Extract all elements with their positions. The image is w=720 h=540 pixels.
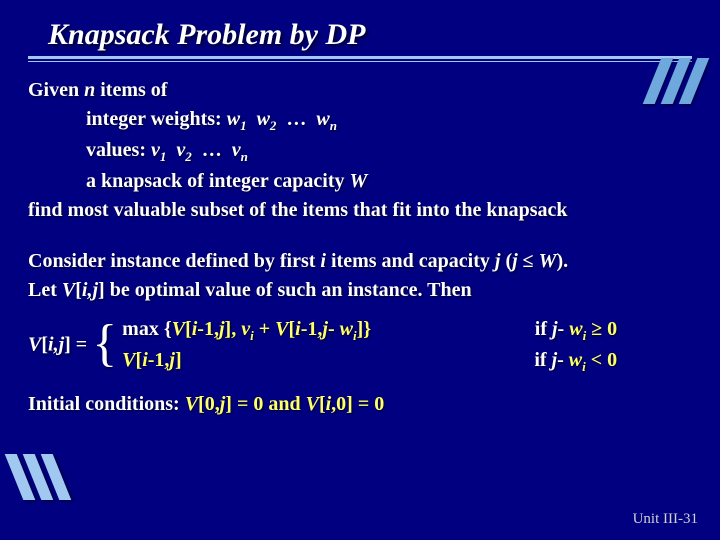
var-w: w — [227, 108, 240, 130]
var-w: w — [316, 108, 329, 130]
var-V: V — [62, 279, 75, 301]
slide: Knapsack Problem by DP Given n items of … — [0, 0, 720, 540]
t: a knapsack of integer capacity — [86, 170, 350, 192]
decoration-top — [652, 58, 700, 104]
t: integer weights: — [86, 108, 227, 130]
t: if — [535, 318, 552, 340]
consider-line1: Consider instance defined by first i ite… — [28, 247, 692, 276]
t: [0, — [198, 393, 220, 415]
var-v: v — [151, 139, 160, 161]
t: ] — [175, 349, 182, 371]
t: [ — [75, 279, 82, 301]
t: ] = — [64, 333, 92, 355]
divider-thick — [28, 56, 692, 59]
t: values: — [86, 139, 151, 161]
var-W: W — [539, 250, 557, 272]
find-line: find most valuable subset of the items t… — [28, 196, 692, 225]
t: … — [286, 108, 306, 130]
t: ] be optimal value of such an instance. … — [98, 279, 472, 301]
var-V: V — [306, 393, 319, 415]
var-w: w — [257, 108, 270, 130]
t: ], — [225, 318, 242, 340]
slide-title: Knapsack Problem by DP — [28, 18, 692, 52]
var-V: V — [172, 318, 185, 340]
case1-cond: if j- wi ≥ 0 — [535, 315, 617, 346]
t: items of — [95, 79, 167, 101]
recurrence-formula: V[i,j] = { max {V[i-1,j], vi + V[i-1,j- … — [28, 315, 692, 377]
sub: 2 — [185, 149, 192, 164]
t: - — [557, 349, 569, 371]
var-w: w — [569, 349, 582, 371]
var-n: n — [84, 79, 95, 101]
slide-footer: Unit III-31 — [633, 511, 698, 528]
t: ≥ 0 — [586, 318, 617, 340]
t: Initial conditions: — [28, 393, 185, 415]
var-W: W — [350, 170, 368, 192]
var-V: V — [275, 318, 288, 340]
t: … — [202, 139, 222, 161]
case1-expr: max {V[i-1,j], vi + V[i-1,j- wi]} — [122, 315, 371, 346]
t: ). — [556, 250, 568, 272]
var-v: v — [241, 318, 250, 340]
consider-line2: Let V[i,j] be optimal value of such an i… — [28, 276, 692, 305]
case2-expr: V[i-1,j] — [122, 346, 181, 377]
var-ij: i,j — [48, 333, 64, 355]
t: + — [254, 318, 275, 340]
capacity-line: a knapsack of integer capacity W — [28, 167, 692, 196]
t: - — [328, 318, 340, 340]
decoration-bottom — [14, 454, 62, 500]
given-line: Given n items of — [28, 76, 692, 105]
t: ( — [500, 250, 512, 272]
cases: max {V[i-1,j], vi + V[i-1,j- wi]} if j- … — [122, 315, 617, 377]
values-line: values: v1 v2 … vn — [28, 136, 692, 167]
t: - — [558, 318, 570, 340]
t: if — [534, 349, 551, 371]
t: ≤ — [518, 250, 539, 272]
t: [ — [41, 333, 48, 355]
var-v: v — [232, 139, 241, 161]
case-row-2: V[i-1,j] if j- wi < 0 — [122, 346, 617, 377]
t: ,0] = 0 — [331, 393, 384, 415]
t: items and capacity — [326, 250, 495, 272]
var-w: w — [569, 318, 582, 340]
t: [ — [319, 393, 326, 415]
t: -1, — [197, 318, 219, 340]
sub: n — [330, 118, 337, 133]
t: max { — [122, 318, 172, 340]
t: Given — [28, 79, 84, 101]
sub: 2 — [270, 118, 277, 133]
var-v: v — [176, 139, 185, 161]
var-ij: i,j — [82, 279, 98, 301]
weights-line: integer weights: w1 w2 … wn — [28, 105, 692, 136]
t: Consider instance defined by first — [28, 250, 320, 272]
var-V: V — [28, 333, 41, 355]
divider-thin — [28, 61, 692, 62]
t: ]} — [357, 318, 372, 340]
t: -1, — [148, 349, 170, 371]
var-w: w — [340, 318, 353, 340]
t: [ — [185, 318, 192, 340]
t: ] = 0 and — [225, 393, 305, 415]
sub: n — [241, 149, 248, 164]
sub: 1 — [240, 118, 247, 133]
content-body: Given n items of integer weights: w1 w2 … — [28, 76, 692, 419]
t: -1, — [301, 318, 323, 340]
sub: 1 — [160, 149, 167, 164]
var-V: V — [122, 349, 135, 371]
t: Let — [28, 279, 62, 301]
brace-icon: { — [92, 318, 117, 370]
case2-cond: if j- wi < 0 — [534, 346, 617, 377]
case-row-1: max {V[i-1,j], vi + V[i-1,j- wi]} if j- … — [122, 315, 617, 346]
initial-conditions: Initial conditions: V[0,j] = 0 and V[i,0… — [28, 390, 692, 419]
t: < 0 — [586, 349, 617, 371]
var-V: V — [185, 393, 198, 415]
